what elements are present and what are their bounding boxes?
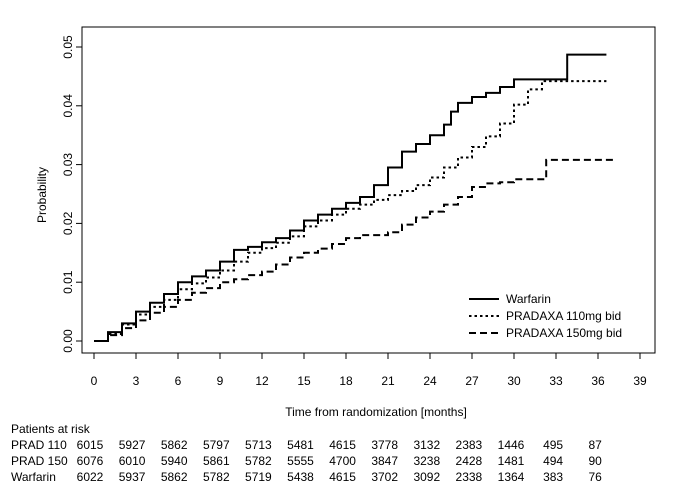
risk-cell: 495 — [543, 438, 564, 452]
x-tick-label: 21 — [381, 374, 395, 388]
risk-cell: 6015 — [76, 438, 104, 452]
risk-cell: 4615 — [329, 438, 356, 452]
x-tick-label: 33 — [549, 374, 563, 388]
risk-cell: 6010 — [118, 454, 146, 468]
risk-row-label: PRAD 110 — [11, 438, 67, 452]
risk-row-label: Warfarin — [11, 470, 56, 484]
risk-cell: 5719 — [245, 470, 272, 484]
x-axis-label: Time from randomization [months] — [285, 405, 467, 419]
x-tick-label: 24 — [423, 374, 437, 388]
risk-table-title: Patients at risk — [11, 422, 90, 436]
risk-cell: 87 — [588, 438, 602, 452]
x-tick-label: 15 — [297, 374, 311, 388]
risk-cell: 4615 — [329, 470, 356, 484]
risk-cell: 5937 — [118, 470, 146, 484]
risk-cell: 5782 — [245, 454, 272, 468]
risk-cell: 5481 — [287, 438, 314, 452]
x-tick-label: 0 — [91, 374, 98, 388]
x-tick-label: 12 — [255, 374, 269, 388]
risk-table-row: PRAD 110 6015 5927 5862 5797 5713 5481 4615 3778… — [0, 438, 679, 454]
risk-cell: 3778 — [371, 438, 399, 452]
risk-cell: 3132 — [413, 438, 441, 452]
x-tick-label: 9 — [217, 374, 224, 388]
risk-cell: 5862 — [160, 470, 188, 484]
y-tick-label: 0.05 — [61, 35, 75, 59]
risk-cell: 1481 — [497, 454, 525, 468]
risk-cell: 3702 — [371, 470, 399, 484]
risk-cell: 5555 — [287, 454, 314, 468]
km-chart: 0 3 6 9 12 15 18 21 24 27 30 33 36 390.000.010.020.03… — [35, 26, 656, 419]
risk-cell: 5797 — [202, 438, 230, 452]
x-tick-label: 36 — [591, 374, 605, 388]
risk-cell: 5438 — [287, 470, 314, 484]
risk-cell: 4700 — [329, 454, 356, 468]
risk-table-row: PRAD 150 6076 6010 5940 5861 5782 5555 4700 3847… — [0, 454, 679, 470]
risk-cell: 3847 — [371, 454, 399, 468]
x-tick-label: 27 — [465, 374, 479, 388]
y-tick-label: 0.03 — [61, 153, 75, 177]
risk-table-row: Warfarin 6022 5937 5862 5782 5719 5438 4615 3702… — [0, 470, 679, 486]
x-tick-label: 39 — [633, 374, 647, 388]
risk-cell: 3092 — [413, 470, 441, 484]
risk-cell: 90 — [588, 454, 602, 468]
risk-cell: 383 — [543, 470, 564, 484]
x-tick-label: 3 — [133, 374, 140, 388]
risk-cell: 6076 — [76, 454, 104, 468]
x-tick-label: 18 — [339, 374, 353, 388]
risk-cell: 5782 — [202, 470, 230, 484]
series-line — [94, 158, 615, 342]
y-axis-label: Probability — [35, 167, 49, 223]
risk-cell: 76 — [588, 470, 602, 484]
legend-label: Warfarin — [506, 292, 551, 306]
risk-cell: 2428 — [455, 454, 483, 468]
series-line — [94, 80, 607, 342]
axes: 0 3 6 9 12 15 18 21 24 27 30 33 36 390.000.010.020.03… — [61, 35, 647, 388]
y-tick-label: 0.02 — [61, 211, 75, 235]
legend: Warfarin PRADAXA 110mg bid PRADAXA 150mg b… — [469, 292, 622, 340]
y-tick-label: 0.04 — [61, 94, 75, 118]
risk-cell: 5927 — [118, 438, 146, 452]
risk-row-label: PRAD 150 — [11, 454, 68, 468]
risk-cell: 5862 — [160, 438, 188, 452]
y-tick-label: 0.01 — [61, 270, 75, 294]
risk-cell: 2383 — [455, 438, 483, 452]
x-tick-label: 6 — [175, 374, 182, 388]
risk-cell: 3238 — [413, 454, 441, 468]
risk-cell: 1364 — [497, 470, 525, 484]
y-tick-label: 0.00 — [61, 329, 75, 353]
risk-cell: 2338 — [455, 470, 483, 484]
legend-label: PRADAXA 150mg bid — [506, 326, 622, 340]
plot-frame — [81, 26, 656, 354]
risk-cell: 1446 — [497, 438, 525, 452]
risk-cell: 5713 — [245, 438, 272, 452]
x-tick-label: 30 — [507, 374, 521, 388]
risk-cell: 5940 — [160, 454, 188, 468]
series-line — [94, 53, 607, 342]
legend-label: PRADAXA 110mg bid — [506, 309, 621, 323]
risk-cell: 5861 — [202, 454, 230, 468]
series-layer — [94, 53, 615, 342]
risk-cell: 494 — [543, 454, 564, 468]
risk-cell: 6022 — [76, 470, 104, 484]
